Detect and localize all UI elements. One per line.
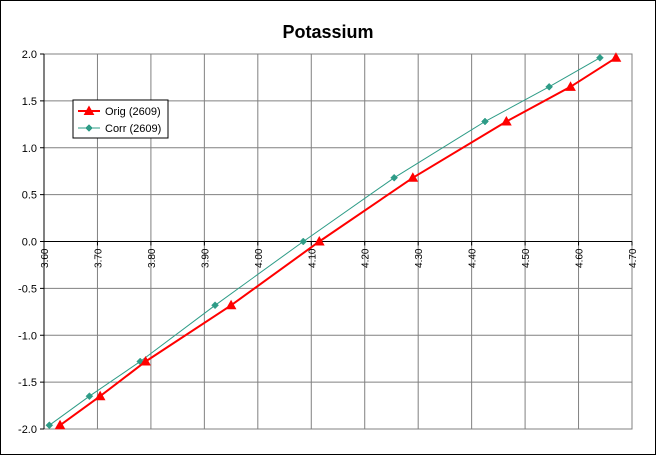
x-tick-label: 4.20 <box>361 248 372 268</box>
legend-label-orig: Orig (2609) <box>105 106 161 118</box>
data-point-corr <box>299 237 308 246</box>
y-tick-label: 1.5 <box>22 96 37 108</box>
x-tick-label: 4.40 <box>468 248 479 268</box>
y-tick-label: -2.0 <box>18 424 37 436</box>
data-point-orig <box>501 115 512 126</box>
legend-swatch-marker-corr <box>85 124 93 132</box>
x-tick-label: 3.90 <box>200 248 211 268</box>
y-tick-label: 1.0 <box>22 143 37 155</box>
data-point-corr <box>545 82 553 91</box>
data-point-orig <box>94 390 106 401</box>
y-tick-label: 0.0 <box>22 237 37 249</box>
data-point-orig <box>313 235 325 246</box>
y-tick-label: -1.5 <box>18 377 37 389</box>
x-tick-label: 3.70 <box>93 248 104 268</box>
y-tick-label: -0.5 <box>18 283 37 295</box>
x-tick-label: 4.70 <box>628 248 639 268</box>
data-point-corr <box>45 421 54 430</box>
x-tick-label: 4.00 <box>254 248 265 268</box>
x-tick-label: 4.50 <box>521 248 532 268</box>
data-point-orig <box>54 419 66 430</box>
x-tick-label: 3.80 <box>147 248 158 268</box>
data-point-corr <box>481 117 489 126</box>
data-point-corr <box>211 301 219 310</box>
data-point-orig <box>407 172 419 182</box>
series-layer <box>45 52 622 430</box>
data-point-corr <box>85 392 94 401</box>
x-tick-label: 3.60 <box>40 248 51 268</box>
data-point-orig <box>140 355 151 366</box>
legend-label-corr: Corr (2609) <box>105 123 161 135</box>
chart-title: Potassium <box>282 22 373 42</box>
x-tick-label: 4.30 <box>414 248 425 268</box>
axis-layer: 3.60 3.70 3.80 3.90 4.00 4.10 4.20 4.30 4.40 4.50… <box>18 49 639 436</box>
y-tick-label: -1.0 <box>18 330 37 342</box>
data-point-orig <box>225 299 237 310</box>
data-point-orig <box>610 52 622 62</box>
legend-swatch-marker-orig <box>83 105 95 115</box>
x-tick-label: 4.10 <box>307 248 318 268</box>
y-tick-label: 0.5 <box>22 190 37 202</box>
data-point-corr <box>390 173 398 182</box>
data-point-corr <box>596 53 604 62</box>
legend: Orig (2609) Corr (2609) <box>72 99 169 139</box>
x-tick-label: 4.60 <box>575 248 586 268</box>
y-tick-label: 2.0 <box>22 49 37 61</box>
data-point-orig <box>565 81 576 91</box>
